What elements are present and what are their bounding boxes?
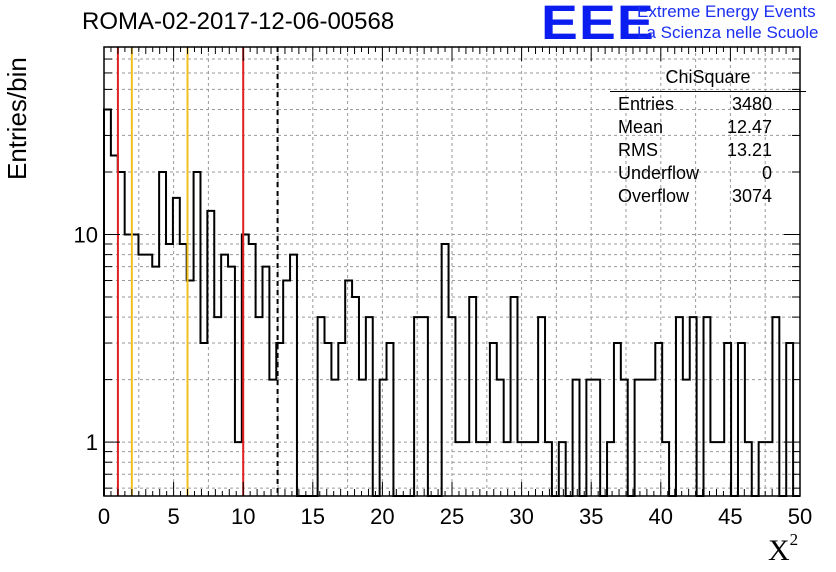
stats-label: RMS <box>618 140 658 160</box>
x-tick-label: 45 <box>718 504 742 529</box>
stats-label: Mean <box>618 117 664 137</box>
stats-label: Entries <box>618 94 675 114</box>
stats-label: Underflow <box>618 163 700 183</box>
x-tick-label: 30 <box>509 504 533 529</box>
stats-row-overflow: Overflow 3074 <box>610 185 806 208</box>
eee-logo: EEE <box>541 0 655 50</box>
x-tick-label: 5 <box>167 504 179 529</box>
stats-value: 12.47 <box>726 117 772 137</box>
x-tick-label: 15 <box>301 504 325 529</box>
x-tick-label: 35 <box>579 504 603 529</box>
y-tick-label: 1 <box>86 430 98 455</box>
y-axis-label: Entries/bin <box>2 57 32 180</box>
stats-row-entries: Entries 3480 <box>610 93 806 116</box>
x-tick-label: 20 <box>370 504 394 529</box>
logo-line-1: Extreme Energy Events <box>637 2 816 21</box>
stats-value: 3480 <box>731 94 772 114</box>
x-tick-label: 40 <box>649 504 673 529</box>
stats-row-mean: Mean 12.47 <box>610 116 806 139</box>
chart-title: ROMA-02-2017-12-06-00568 <box>82 8 395 35</box>
x-tick-label: 10 <box>231 504 255 529</box>
x-tick-label: 50 <box>788 504 812 529</box>
stats-value: 3074 <box>731 186 772 206</box>
x-axis-label: X2 <box>768 530 799 567</box>
histogram-series <box>103 108 800 497</box>
stats-title: ChiSquare <box>610 67 806 92</box>
stats-label: Overflow <box>618 186 690 206</box>
stats-row-rms: RMS 13.21 <box>610 139 806 162</box>
x-tick-label: 0 <box>98 504 110 529</box>
stats-row-underflow: Underflow 0 <box>610 162 806 185</box>
logo-line-2: La Scienza nelle Scuole <box>637 23 819 42</box>
x-tick-label: 25 <box>440 504 464 529</box>
stats-value: 13.21 <box>726 140 772 160</box>
stats-box: ChiSquare Entries 3480 Mean 12.47 RMS 13.21… <box>610 67 806 208</box>
y-tick-label: 10 <box>74 222 98 247</box>
stats-value: 0 <box>761 163 772 183</box>
